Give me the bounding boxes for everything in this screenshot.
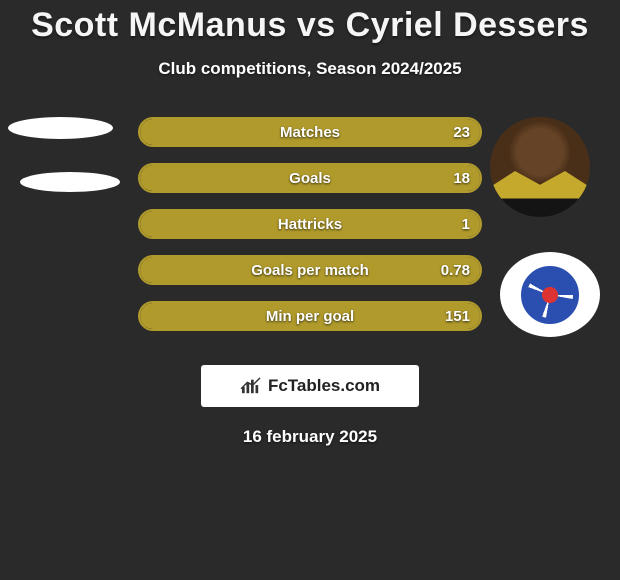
subtitle: Club competitions, Season 2024/2025	[0, 59, 620, 79]
left-player-placeholder-2	[20, 172, 120, 192]
stat-value-right: 151	[445, 303, 470, 329]
brand-chart-icon	[240, 377, 262, 395]
stat-row: Matches23	[138, 117, 482, 147]
stat-value-right: 23	[453, 119, 470, 145]
stat-value-right: 18	[453, 165, 470, 191]
stat-row: Hattricks1	[138, 209, 482, 239]
stat-row: Goals18	[138, 163, 482, 193]
stat-label: Matches	[140, 119, 480, 145]
stat-label: Goals	[140, 165, 480, 191]
brand-box: FcTables.com	[201, 365, 419, 407]
stat-label: Hattricks	[140, 211, 480, 237]
stat-label: Min per goal	[140, 303, 480, 329]
stats-section: Matches23 Goals18 Hattricks1 Goals per matc…	[0, 117, 620, 347]
footer-date: 16 february 2025	[0, 427, 620, 447]
left-player-placeholder-1	[8, 117, 113, 139]
right-player-avatar	[490, 117, 590, 217]
stat-value-right: 0.78	[441, 257, 470, 283]
stat-value-right: 1	[462, 211, 470, 237]
stat-label: Goals per match	[140, 257, 480, 283]
page-title: Scott McManus vs Cyriel Dessers	[0, 0, 620, 45]
brand-text: FcTables.com	[268, 376, 380, 396]
stat-row: Min per goal151	[138, 301, 482, 331]
stat-row: Goals per match0.78	[138, 255, 482, 285]
right-player-club-crest	[500, 252, 600, 337]
stat-rows: Matches23 Goals18 Hattricks1 Goals per matc…	[138, 117, 482, 347]
